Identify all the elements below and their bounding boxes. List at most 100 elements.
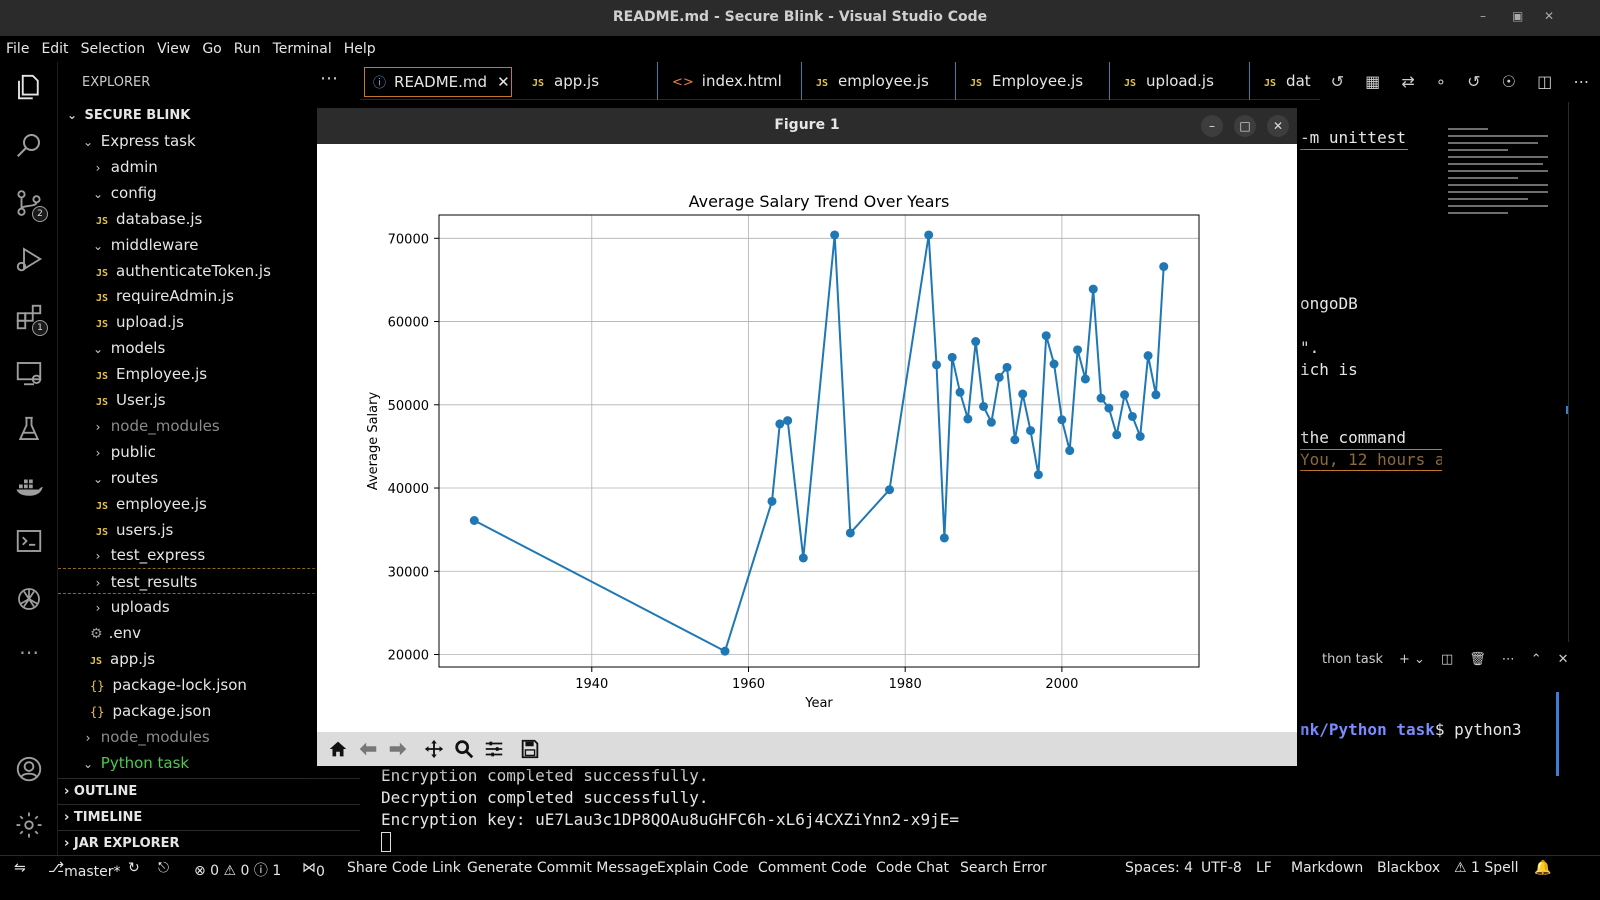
more-icon[interactable]: ⋯ <box>19 640 39 664</box>
git-commit-icon[interactable]: ∘ <box>1435 71 1446 91</box>
chatgpt-icon[interactable] <box>14 584 44 614</box>
tree-item--env[interactable]: ⚙ .env <box>58 620 360 646</box>
tab-dat[interactable]: JS dat <box>1250 62 1330 100</box>
search-icon[interactable] <box>14 130 44 160</box>
tab-index-html[interactable]: <> index.html <box>658 62 802 100</box>
branch-indicator[interactable]: ⎇ master* <box>48 860 121 880</box>
close-icon[interactable]: ✕ <box>497 73 510 91</box>
search-error[interactable]: Search Error <box>960 860 1047 876</box>
workspace-root[interactable]: ⌄ SECURE BLINK <box>58 102 360 128</box>
tree-item-node-modules[interactable]: › node_modules <box>58 724 360 750</box>
minimize-window-button[interactable]: – <box>1480 9 1486 23</box>
tree-item-upload-js[interactable]: JS upload.js <box>58 309 360 335</box>
editor-scrollbar[interactable] <box>1568 102 1569 642</box>
explorer-more-icon[interactable]: ⋯ <box>320 68 338 89</box>
run-debug-icon[interactable] <box>14 244 44 274</box>
tab-employee-model-js[interactable]: JS Employee.js <box>956 62 1110 100</box>
home-icon[interactable] <box>323 735 353 763</box>
tree-item-test-express[interactable]: › test_express <box>58 542 360 568</box>
split-editor-icon[interactable]: ◫ <box>1537 71 1553 91</box>
tree-item-python-task[interactable]: ⌄ Python task <box>58 750 360 776</box>
back-arrow-icon[interactable] <box>353 735 383 763</box>
menu-edit[interactable]: Edit <box>41 41 69 57</box>
tree-item-node-modules[interactable]: › node_modules <box>58 413 360 439</box>
close-panel-icon[interactable]: ✕ <box>1557 651 1569 667</box>
share-code-link[interactable]: Share Code Link <box>347 860 461 876</box>
tree-item-models[interactable]: ⌄ models <box>58 335 360 361</box>
maximize-panel-icon[interactable]: ⌃ <box>1530 651 1542 667</box>
tree-item-authenticatetoken-js[interactable]: JS authenticateToken.js <box>58 258 360 284</box>
extensions-icon[interactable]: 1 <box>14 302 48 336</box>
terminal-icon[interactable] <box>14 526 44 556</box>
outline-section[interactable]: › OUTLINE <box>58 778 360 804</box>
remote-indicator-icon[interactable]: ⇋ <box>14 860 26 876</box>
tree-item-package-lock-json[interactable]: {} package-lock.json <box>58 672 360 698</box>
menu-run[interactable]: Run <box>233 41 261 57</box>
pan-move-icon[interactable] <box>419 735 449 763</box>
tree-item-config[interactable]: ⌄ config <box>58 180 360 206</box>
tree-item-package-json[interactable]: {} package.json <box>58 698 360 724</box>
account-icon[interactable] <box>14 754 44 784</box>
tree-item-admin[interactable]: › admin <box>58 154 360 180</box>
figure-maximize-button[interactable]: □ <box>1234 115 1256 137</box>
language-mode[interactable]: Markdown <box>1291 860 1364 876</box>
copilot-icon[interactable]: ☉ <box>1501 71 1516 91</box>
menu-file[interactable]: File <box>6 41 30 57</box>
zoom-magnifier-icon[interactable] <box>449 735 479 763</box>
minimap[interactable] <box>1448 128 1558 232</box>
code-chat[interactable]: Code Chat <box>876 860 950 876</box>
menu-help[interactable]: Help <box>343 41 376 57</box>
generate-commit-message[interactable]: Generate Commit Message <box>467 860 658 876</box>
tree-item-test-results[interactable]: › test_results <box>58 568 360 595</box>
save-figure-icon[interactable] <box>515 735 545 763</box>
terminal-name[interactable]: thon task <box>1322 651 1384 667</box>
jar-explorer-section[interactable]: › JAR EXPLORER <box>58 830 360 856</box>
git-compare-icon[interactable]: ⇄ <box>1401 71 1415 91</box>
remote-explorer-icon[interactable] <box>14 358 44 388</box>
eol-indicator[interactable]: LF <box>1256 860 1272 876</box>
timeline-section[interactable]: › TIMELINE <box>58 804 360 830</box>
forward-arrow-icon[interactable] <box>383 735 413 763</box>
tree-item-uploads[interactable]: › uploads <box>58 594 360 620</box>
tree-item-requireadmin-js[interactable]: JS requireAdmin.js <box>58 283 360 309</box>
more-actions-icon[interactable]: ⋯ <box>1573 71 1590 91</box>
git-graph-icon[interactable]: ⎋ <box>158 860 170 876</box>
spell-indicator[interactable]: ⚠ 1 Spell <box>1454 860 1519 876</box>
encoding-indicator[interactable]: UTF-8 <box>1201 860 1242 876</box>
tree-item-employee-js[interactable]: JS employee.js <box>58 491 360 517</box>
figure-minimize-button[interactable]: – <box>1201 115 1223 137</box>
git-next-change-icon[interactable]: ↺ <box>1467 71 1481 91</box>
indentation-indicator[interactable]: Spaces: 4 <box>1125 860 1194 876</box>
timeline-history-icon[interactable]: ↺ <box>1330 71 1344 91</box>
tree-item-user-js[interactable]: JS User.js <box>58 387 360 413</box>
blackbox-indicator[interactable]: Blackbox <box>1377 860 1441 876</box>
tree-item-employee-js[interactable]: JS Employee.js <box>58 361 360 387</box>
kill-terminal-icon[interactable]: 🗑 <box>1469 651 1486 667</box>
tree-item-users-js[interactable]: JS users.js <box>58 517 360 543</box>
notifications-bell-icon[interactable]: 🔔 <box>1534 860 1552 876</box>
testing-icon[interactable] <box>14 414 44 444</box>
close-window-button[interactable]: ✕ <box>1544 9 1555 23</box>
tree-item-middleware[interactable]: ⌄ middleware <box>58 232 360 258</box>
tab-app-js[interactable]: JS app.js <box>518 62 658 100</box>
tab-readme[interactable]: ⓘ README.md ✕ <box>364 67 512 97</box>
configure-subplots-icon[interactable] <box>479 735 509 763</box>
figure-close-button[interactable]: ✕ <box>1267 115 1289 137</box>
tab-employee-js[interactable]: JS employee.js <box>802 62 956 100</box>
source-control-icon[interactable]: 2 <box>14 188 48 222</box>
more-terminal-icon[interactable]: ⋯ <box>1501 651 1515 667</box>
add-terminal-icon[interactable]: + ⌄ <box>1399 651 1425 667</box>
settings-gear-icon[interactable] <box>14 810 44 840</box>
explain-code[interactable]: Explain Code <box>657 860 749 876</box>
menu-go[interactable]: Go <box>202 41 222 57</box>
tree-item-routes[interactable]: ⌄ routes <box>58 465 360 491</box>
tree-item-app-js[interactable]: JS app.js <box>58 646 360 672</box>
menu-selection[interactable]: Selection <box>80 41 146 57</box>
menu-terminal[interactable]: Terminal <box>272 41 332 57</box>
docker-icon[interactable] <box>14 472 44 502</box>
problems-indicator[interactable]: ⊗ 0 ⚠ 0 ⓘ 1 <box>194 863 282 879</box>
comment-code[interactable]: Comment Code <box>758 860 867 876</box>
split-terminal-icon[interactable]: ◫ <box>1440 651 1454 667</box>
tree-item-public[interactable]: › public <box>58 439 360 465</box>
tree-item-express-task[interactable]: ⌄ Express task <box>58 128 360 154</box>
